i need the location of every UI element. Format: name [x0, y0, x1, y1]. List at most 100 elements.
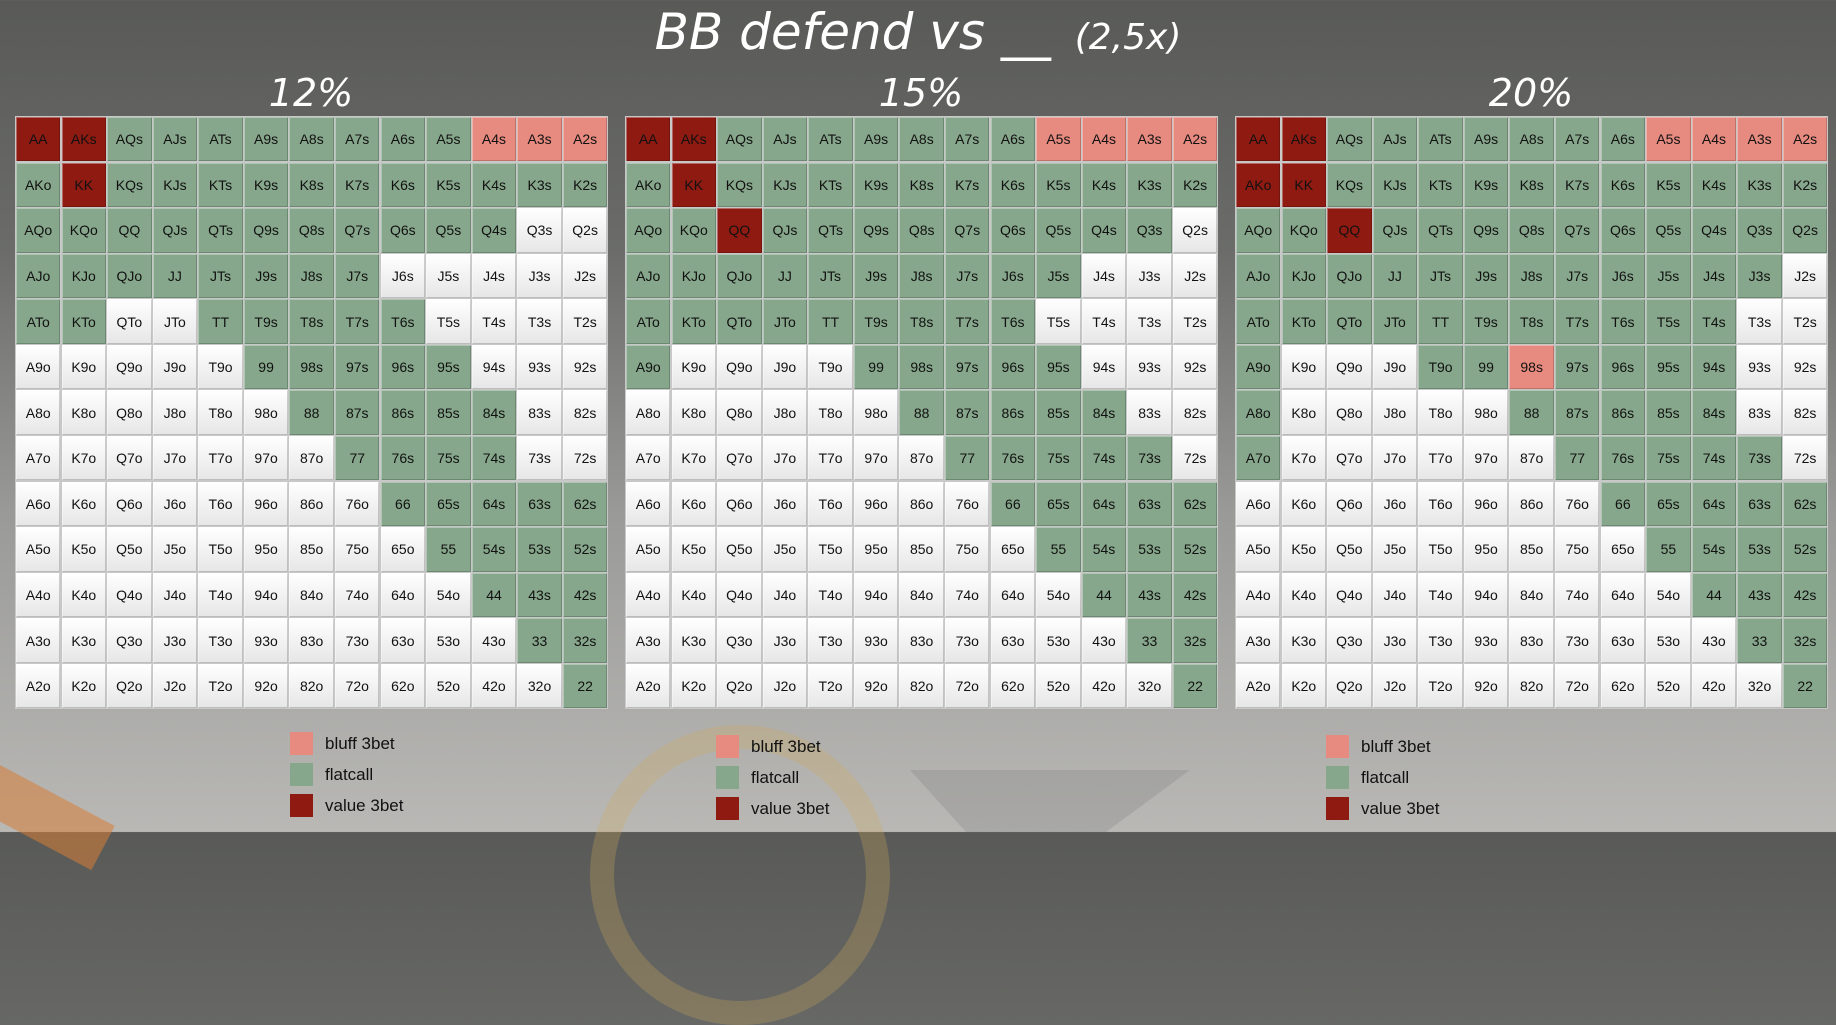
hand-cell-Q9o: Q9o	[1327, 344, 1372, 390]
hand-cell-Q8s: Q8s	[1509, 208, 1554, 253]
hand-cell-KQs: KQs	[107, 162, 152, 207]
hand-cell-42s: 42s	[1172, 572, 1218, 618]
hand-cell-J3o: J3o	[1372, 618, 1418, 663]
hand-cell-A5s: A5s	[426, 117, 471, 162]
hand-cell-A4s: A4s	[1081, 117, 1127, 162]
hand-cell-76o: 76o	[1555, 481, 1600, 527]
hand-cell-66: 66	[990, 481, 1036, 527]
hand-cell-65o: 65o	[380, 527, 426, 572]
hand-cell-22: 22	[1172, 663, 1218, 709]
hand-cell-Q6s: Q6s	[1600, 208, 1646, 253]
hand-cell-83s: 83s	[1737, 390, 1782, 435]
hand-cell-95o: 95o	[243, 527, 289, 572]
hand-cell-65s: 65s	[1646, 481, 1691, 527]
hand-cell-J6o: J6o	[1372, 481, 1418, 527]
hand-cell-ATo: ATo	[16, 299, 61, 344]
hand-cell-99: 99	[1463, 344, 1509, 390]
legend-swatch	[716, 766, 739, 789]
hand-cell-86o: 86o	[899, 481, 944, 527]
hand-cell-T2o: T2o	[808, 663, 853, 709]
hand-cell-K4o: K4o	[671, 572, 716, 618]
hand-cell-92s: 92s	[562, 344, 608, 390]
hand-cell-Q7s: Q7s	[335, 208, 380, 253]
hand-cell-A8o: A8o	[16, 390, 61, 435]
hand-cell-K9s: K9s	[243, 162, 289, 207]
hand-cell-74s: 74s	[471, 436, 517, 481]
title-main: BB defend vs __	[654, 3, 1051, 61]
hand-cell-43o: 43o	[471, 618, 517, 663]
hand-cell-KQs: KQs	[1327, 162, 1372, 207]
hand-cell-65o: 65o	[1600, 527, 1646, 572]
hand-cell-K2s: K2s	[1172, 162, 1218, 207]
hand-cell-55: 55	[426, 527, 471, 572]
hand-cell-32o: 32o	[1737, 663, 1782, 709]
hand-cell-QTo: QTo	[717, 299, 762, 344]
legend-item-bluff: bluff 3bet	[716, 731, 829, 762]
hand-cell-Q7o: Q7o	[717, 436, 762, 481]
hand-cell-99: 99	[853, 344, 899, 390]
hand-cell-T5o: T5o	[198, 527, 243, 572]
hand-cell-JTo: JTo	[762, 299, 808, 344]
hand-cell-98s: 98s	[289, 344, 334, 390]
hand-cell-87o: 87o	[1509, 436, 1554, 481]
hand-cell-QJs: QJs	[762, 208, 808, 253]
hand-cell-K5o: K5o	[61, 527, 106, 572]
hand-cell-KQo: KQo	[1281, 208, 1326, 253]
hand-cell-32s: 32s	[562, 618, 608, 663]
hand-cell-Q8o: Q8o	[107, 390, 152, 435]
hand-cell-QJo: QJo	[717, 253, 762, 299]
hand-cell-AKs: AKs	[671, 117, 716, 162]
hand-cell-Q2s: Q2s	[1782, 208, 1828, 253]
hand-cell-22: 22	[1782, 663, 1828, 709]
hand-cell-Q8s: Q8s	[289, 208, 334, 253]
hand-cell-AJs: AJs	[152, 117, 198, 162]
hand-cell-52s: 52s	[1172, 527, 1218, 572]
hand-cell-K9o: K9o	[671, 344, 716, 390]
hand-cell-K8s: K8s	[1509, 162, 1554, 207]
hand-cell-K3s: K3s	[517, 162, 562, 207]
hand-cell-Q2o: Q2o	[107, 663, 152, 709]
hand-cell-K7o: K7o	[61, 436, 106, 481]
hand-cell-A9o: A9o	[16, 344, 61, 390]
hand-cell-A3o: A3o	[16, 618, 61, 663]
hand-cell-T2s: T2s	[562, 299, 608, 344]
hand-cell-A8s: A8s	[899, 117, 944, 162]
legend-label: flatcall	[1361, 767, 1410, 787]
legend-12: bluff 3bet flatcall value 3bet	[290, 728, 403, 821]
background-logo-letter	[910, 770, 1190, 832]
hand-cell-K2o: K2o	[61, 663, 106, 709]
hand-cell-72o: 72o	[945, 663, 990, 709]
hand-cell-J6s: J6s	[990, 253, 1036, 299]
hand-cell-85o: 85o	[1509, 527, 1554, 572]
hand-cell-JTs: JTs	[198, 253, 243, 299]
legend-swatch	[1326, 735, 1349, 758]
hand-cell-T9s: T9s	[1463, 299, 1509, 344]
hand-cell-74o: 74o	[1555, 572, 1600, 618]
hand-cell-T5o: T5o	[808, 527, 853, 572]
hand-cell-73s: 73s	[517, 436, 562, 481]
hand-cell-64s: 64s	[1691, 481, 1737, 527]
hand-cell-62o: 62o	[1600, 663, 1646, 709]
hand-cell-AQo: AQo	[16, 208, 61, 253]
hand-cell-84o: 84o	[289, 572, 334, 618]
hand-cell-ATo: ATo	[626, 299, 671, 344]
hand-cell-Q5s: Q5s	[1036, 208, 1081, 253]
hand-cell-86o: 86o	[1509, 481, 1554, 527]
hand-cell-65o: 65o	[990, 527, 1036, 572]
hand-cell-52s: 52s	[562, 527, 608, 572]
hand-cell-Q2o: Q2o	[717, 663, 762, 709]
hand-cell-KJs: KJs	[152, 162, 198, 207]
hand-cell-K3o: K3o	[671, 618, 716, 663]
legend-item-call: flatcall	[290, 759, 403, 790]
hand-cell-93s: 93s	[1127, 344, 1172, 390]
hand-cell-T7s: T7s	[1555, 299, 1600, 344]
hand-cell-A7o: A7o	[1236, 436, 1281, 481]
hand-cell-66: 66	[380, 481, 426, 527]
hand-cell-JJ: JJ	[1372, 253, 1418, 299]
legend-label: flatcall	[325, 764, 374, 784]
hand-cell-87s: 87s	[335, 390, 380, 435]
hand-cell-T4o: T4o	[1418, 572, 1463, 618]
hand-cell-ATo: ATo	[1236, 299, 1281, 344]
hand-cell-75o: 75o	[335, 527, 380, 572]
background-decoration	[0, 765, 115, 871]
